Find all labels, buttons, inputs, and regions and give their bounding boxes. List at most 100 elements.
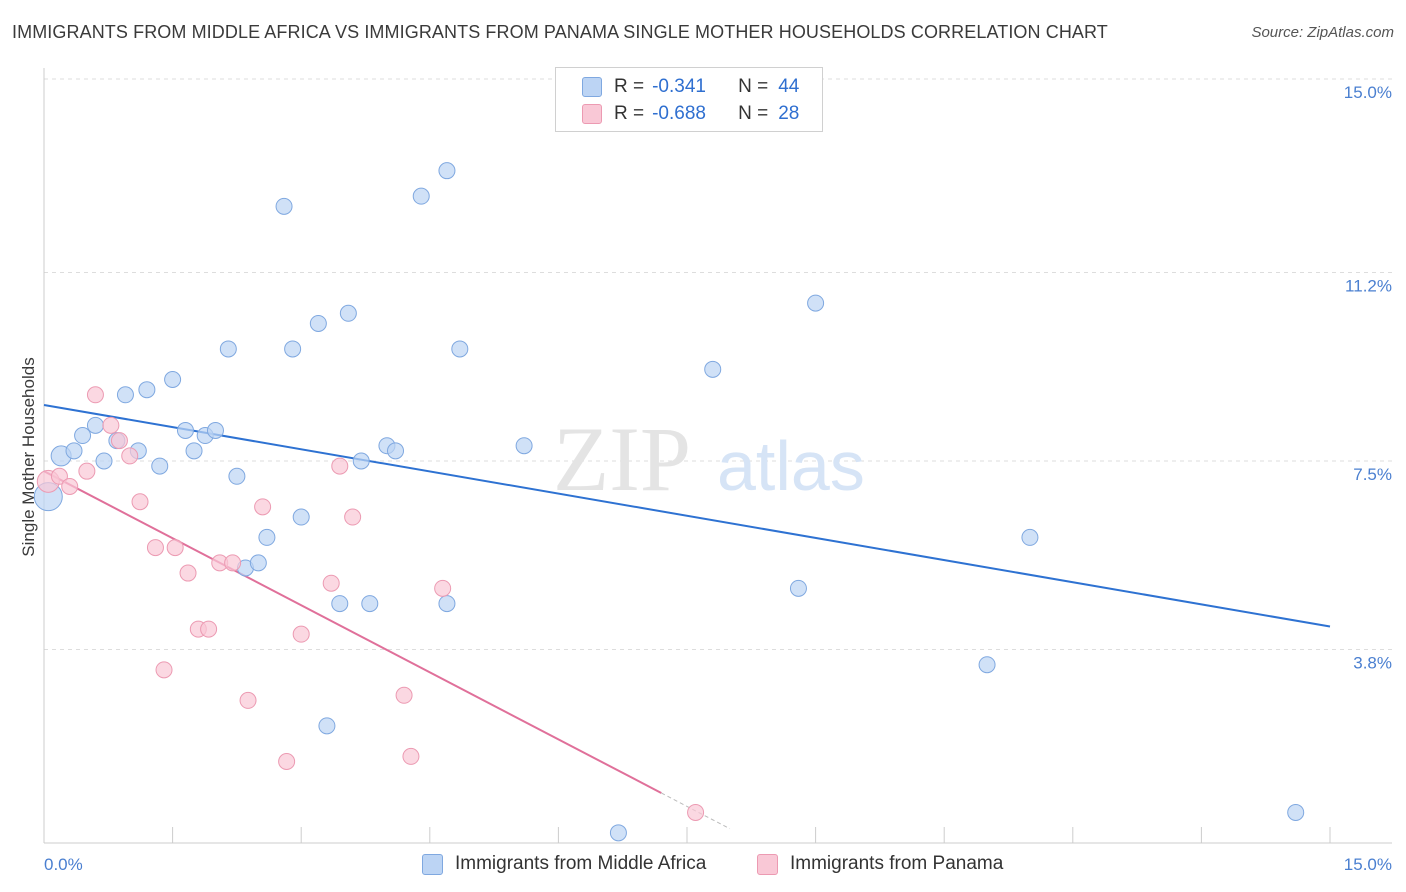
- point-middle-africa: [515, 437, 533, 455]
- x-axis-ticks: [172, 827, 1331, 843]
- point-middle-africa: [438, 162, 456, 180]
- y-tick-label: 15.0%: [1344, 83, 1392, 102]
- point-middle-africa: [789, 579, 807, 597]
- bottom-legend-swatch-blue: [422, 853, 443, 875]
- point-panama: [239, 691, 257, 709]
- point-middle-africa: [438, 595, 456, 613]
- point-panama: [86, 386, 104, 404]
- point-middle-africa: [86, 416, 104, 434]
- legend-n-value: 44: [778, 76, 800, 97]
- point-panama: [278, 753, 296, 771]
- legend-row-panama: R = -0.688 N = 28: [582, 102, 799, 126]
- legend: R = -0.341 N = 44 R = -0.688 N = 28: [555, 67, 823, 132]
- y-axis-label: Single Mother Households: [19, 357, 38, 556]
- point-middle-africa: [185, 442, 203, 460]
- point-middle-africa: [704, 360, 722, 378]
- point-middle-africa: [116, 386, 134, 404]
- point-middle-africa: [206, 421, 224, 439]
- bottom-legend-label-pink: Immigrants from Panama: [790, 853, 1004, 874]
- point-panama: [146, 539, 164, 557]
- bottom-legend-label-blue: Immigrants from Middle Africa: [455, 853, 707, 874]
- point-middle-africa: [228, 467, 246, 485]
- point-middle-africa: [361, 595, 379, 613]
- x-tick-label: 0.0%: [44, 855, 83, 874]
- point-panama: [687, 803, 705, 821]
- point-middle-africa: [176, 421, 194, 439]
- series-panama: [36, 386, 705, 821]
- legend-row-middle-africa: R = -0.341 N = 44: [582, 75, 799, 99]
- legend-n-value: 28: [778, 103, 800, 124]
- legend-n-label: N =: [738, 103, 769, 124]
- point-middle-africa: [74, 427, 92, 445]
- watermark-zip: ZIP: [553, 408, 691, 510]
- point-panama: [331, 457, 349, 475]
- x-axis-tick-labels: 0.0% 15.0%: [44, 855, 1392, 874]
- legend-n-label: N =: [738, 76, 769, 97]
- point-panama: [254, 498, 272, 516]
- point-panama: [224, 554, 242, 572]
- point-panama: [292, 625, 310, 643]
- point-middle-africa: [258, 528, 276, 546]
- point-middle-africa: [807, 294, 825, 312]
- legend-r-value: -0.341: [652, 76, 706, 97]
- point-panama: [131, 493, 149, 511]
- point-panama: [395, 686, 413, 704]
- chart-title: IMMIGRANTS FROM MIDDLE AFRICA VS IMMIGRA…: [12, 22, 1108, 42]
- legend-r-value: -0.688: [652, 103, 706, 124]
- point-middle-africa: [275, 197, 293, 215]
- point-panama: [434, 579, 452, 597]
- point-middle-africa: [164, 371, 182, 389]
- bottom-legend-swatch-pink: [757, 853, 778, 875]
- point-middle-africa: [318, 717, 336, 735]
- bottom-legend-middle-africa: Immigrants from Middle Africa: [422, 851, 706, 877]
- source-label: Source: ZipAtlas.com: [1251, 24, 1394, 41]
- point-panama: [102, 416, 120, 434]
- trend-line-middle-africa: [43, 403, 1331, 628]
- y-tick-label: 3.8%: [1353, 653, 1392, 672]
- point-middle-africa: [138, 381, 156, 399]
- x-tick-label: 15.0%: [1344, 855, 1392, 874]
- y-tick-label: 7.5%: [1353, 465, 1392, 484]
- grid-lines: [44, 78, 1392, 650]
- point-middle-africa: [331, 595, 349, 613]
- point-middle-africa: [412, 187, 430, 205]
- y-tick-label: 11.2%: [1345, 277, 1392, 296]
- point-panama: [78, 462, 96, 480]
- point-middle-africa: [284, 340, 302, 358]
- point-middle-africa: [151, 457, 169, 475]
- point-middle-africa: [95, 452, 113, 470]
- point-middle-africa: [309, 314, 327, 332]
- point-panama: [155, 661, 173, 679]
- point-middle-africa: [339, 304, 357, 322]
- point-middle-africa: [387, 442, 405, 460]
- point-middle-africa: [1287, 803, 1305, 821]
- point-middle-africa: [1021, 528, 1039, 546]
- point-middle-africa: [978, 656, 996, 674]
- point-panama: [50, 467, 68, 485]
- point-middle-africa: [352, 452, 370, 470]
- point-panama: [110, 432, 128, 450]
- point-middle-africa: [609, 824, 627, 842]
- point-panama: [166, 539, 184, 557]
- legend-swatch-blue: [582, 77, 602, 97]
- legend-r-label: R =: [614, 76, 645, 97]
- trend-line-panama: [43, 470, 662, 794]
- point-middle-africa: [249, 554, 267, 572]
- point-panama: [200, 620, 218, 638]
- y-axis-tick-labels: 3.8% 7.5% 11.2% 15.0%: [1344, 83, 1392, 672]
- legend-r-label: R =: [614, 103, 645, 124]
- point-middle-africa: [451, 340, 469, 358]
- point-middle-africa: [65, 442, 83, 460]
- point-panama: [121, 447, 139, 465]
- point-middle-africa: [292, 508, 310, 526]
- point-middle-africa: [219, 340, 237, 358]
- legend-swatch-pink: [582, 104, 602, 124]
- point-panama: [61, 477, 79, 495]
- watermark-atlas: atlas: [717, 427, 865, 505]
- point-panama: [179, 564, 197, 582]
- point-panama: [402, 747, 420, 765]
- bottom-legend-panama: Immigrants from Panama: [757, 851, 1003, 877]
- watermark: ZIP atlas: [553, 408, 865, 510]
- point-panama: [322, 574, 340, 592]
